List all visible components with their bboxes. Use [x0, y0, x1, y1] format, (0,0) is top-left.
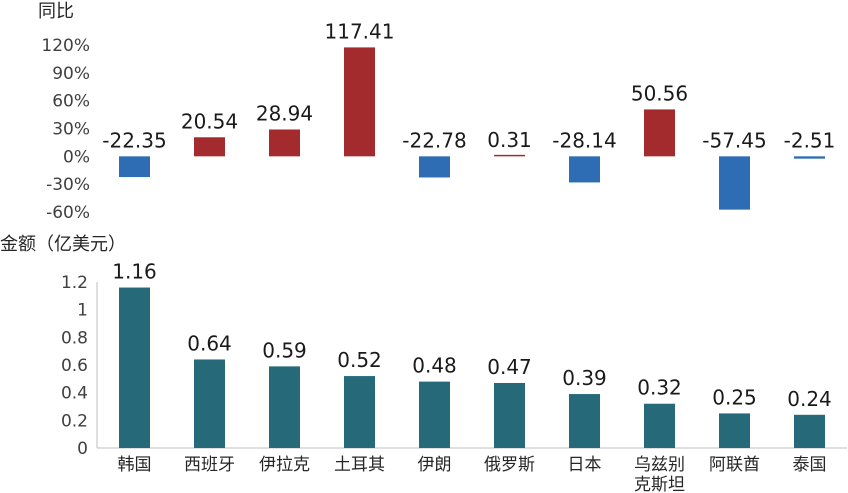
- bottom-bar: [194, 359, 225, 448]
- bottom-y-axis-title: 金额（亿美元）: [0, 234, 126, 255]
- category-label: 韩国: [118, 455, 152, 475]
- top-data-label: 20.54: [181, 109, 238, 133]
- top-bar: [569, 156, 600, 183]
- bottom-y-tick-label: 1: [77, 301, 88, 321]
- bottom-bars: [119, 287, 825, 448]
- top-data-label: 50.56: [631, 81, 688, 105]
- top-data-label: -22.35: [102, 128, 166, 152]
- category-label: 阿联酋: [709, 455, 760, 475]
- top-bar: [344, 47, 375, 157]
- top-bar: [119, 156, 150, 178]
- bottom-data-labels: 1.16 0.64 0.59 0.52 0.48 0.47 0.39 0.32 0.25 0.24: [112, 260, 832, 411]
- bottom-bar: [419, 381, 450, 448]
- bottom-bar: [569, 394, 600, 448]
- category-label: 土耳其: [334, 455, 385, 475]
- top-chart: 同比 120% 90% 60% 30% 0% -30% -60% -22.35 20.54 28…: [38, 1, 835, 223]
- bottom-y-tick-label: 0.8: [61, 328, 88, 348]
- category-label: 西班牙: [184, 455, 235, 475]
- top-bar: [269, 129, 300, 157]
- bottom-bar: [644, 403, 675, 448]
- bottom-data-label: 0.64: [187, 331, 232, 355]
- top-data-label: -28.14: [552, 128, 616, 152]
- top-bar: [794, 156, 825, 159]
- top-y-tick-label: 90%: [52, 64, 90, 84]
- top-y-tick-label: -60%: [46, 203, 90, 223]
- top-data-label: 0.31: [487, 128, 532, 152]
- category-label: 泰国: [793, 455, 827, 475]
- category-label: 伊朗: [418, 455, 452, 475]
- top-data-label: -22.78: [402, 128, 466, 152]
- top-data-label: 28.94: [256, 101, 313, 125]
- top-data-label: 117.41: [325, 19, 395, 43]
- top-bar: [419, 156, 450, 178]
- bottom-data-label: 0.59: [262, 338, 307, 362]
- bottom-bar: [344, 376, 375, 448]
- top-bars: [119, 47, 825, 210]
- top-y-ticks: 120% 90% 60% 30% 0% -30% -60%: [41, 36, 90, 223]
- bottom-data-label: 0.24: [787, 387, 832, 411]
- top-data-labels: -22.35 20.54 28.94 117.41 -22.78 0.31 -28.14 50…: [102, 19, 835, 152]
- bottom-data-label: 0.25: [712, 385, 757, 409]
- bottom-bar: [794, 414, 825, 448]
- bottom-y-tick-label: 0.4: [61, 384, 88, 404]
- bottom-bar: [119, 287, 150, 448]
- bottom-data-label: 0.48: [412, 354, 457, 378]
- category-label: 克斯坦: [634, 475, 685, 493]
- bottom-data-label: 0.47: [487, 355, 532, 379]
- category-label: 伊拉克: [259, 455, 310, 475]
- bottom-y-tick-label: 0.2: [61, 411, 88, 431]
- bottom-y-tick-label: 0.6: [61, 356, 88, 376]
- top-bar: [494, 154, 525, 157]
- bottom-y-ticks: 1.2 1 0.8 0.6 0.4 0.2 0: [61, 273, 88, 459]
- top-bar: [644, 109, 675, 157]
- top-data-label: -2.51: [784, 128, 836, 152]
- bottom-bar: [719, 413, 750, 448]
- top-bar: [194, 137, 225, 157]
- top-y-tick-label: -30%: [46, 175, 90, 195]
- top-y-tick-label: 120%: [41, 36, 90, 56]
- bottom-data-label: 1.16: [112, 260, 157, 284]
- top-y-tick-label: 60%: [52, 92, 90, 112]
- bottom-data-label: 0.52: [337, 348, 382, 372]
- bottom-chart: 金额（亿美元） 1.2 1 0.8 0.6 0.4 0.2 0 1.16 0.64 0.59 0.…: [0, 234, 847, 493]
- bottom-bar: [494, 382, 525, 448]
- top-y-tick-label: 30%: [52, 120, 90, 140]
- bottom-y-tick-label: 1.2: [61, 273, 88, 293]
- bottom-data-label: 0.32: [637, 376, 682, 400]
- top-data-label: -57.45: [702, 128, 766, 152]
- top-y-tick-label: 0%: [63, 147, 90, 167]
- category-label: 日本: [568, 455, 602, 475]
- bottom-y-tick-label: 0: [77, 439, 88, 459]
- top-bar: [719, 156, 750, 210]
- category-label: 俄罗斯: [484, 455, 535, 475]
- bottom-data-label: 0.39: [562, 366, 607, 390]
- category-label: 乌兹别: [634, 455, 685, 475]
- bottom-bar: [269, 366, 300, 448]
- top-y-axis-title: 同比: [38, 1, 74, 22]
